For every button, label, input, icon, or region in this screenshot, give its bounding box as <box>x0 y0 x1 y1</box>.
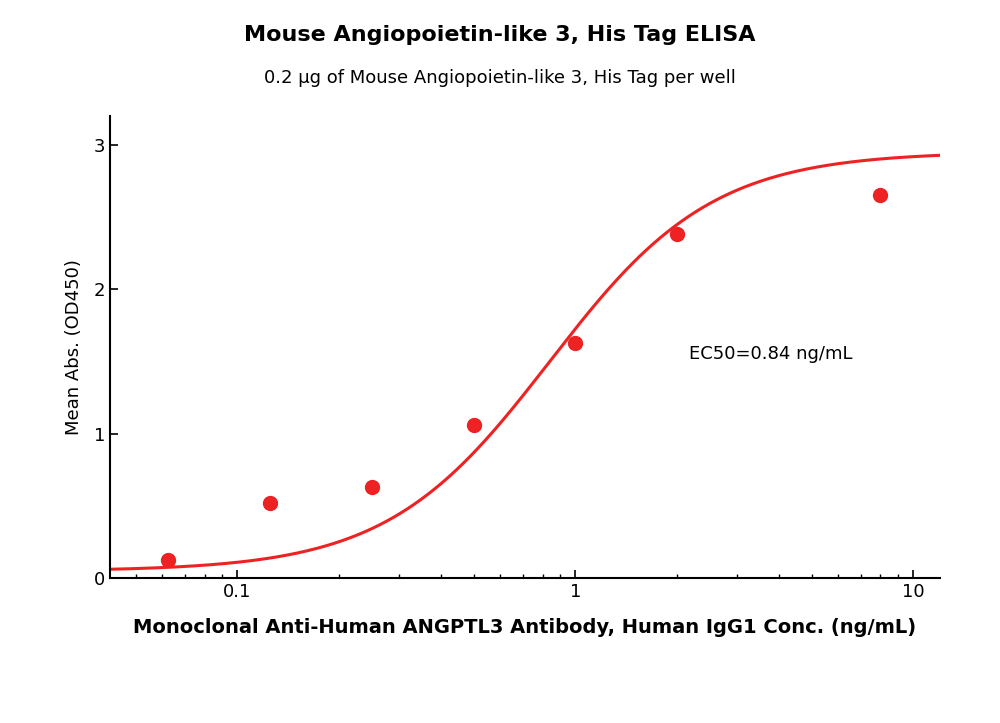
Y-axis label: Mean Abs. (OD450): Mean Abs. (OD450) <box>65 259 83 435</box>
Text: 0.2 μg of Mouse Angiopoietin-like 3, His Tag per well: 0.2 μg of Mouse Angiopoietin-like 3, His… <box>264 69 736 87</box>
Point <box>466 419 482 431</box>
Point <box>669 228 685 240</box>
Text: EC50=0.84 ng/mL: EC50=0.84 ng/mL <box>689 346 853 363</box>
Point <box>364 482 380 493</box>
X-axis label: Monoclonal Anti-Human ANGPTL3 Antibody, Human IgG1 Conc. (ng/mL): Monoclonal Anti-Human ANGPTL3 Antibody, … <box>133 618 917 637</box>
Point <box>262 497 278 509</box>
Point <box>567 337 583 348</box>
Text: Mouse Angiopoietin-like 3, His Tag ELISA: Mouse Angiopoietin-like 3, His Tag ELISA <box>244 25 756 46</box>
Point <box>872 189 888 201</box>
Point <box>160 554 176 565</box>
